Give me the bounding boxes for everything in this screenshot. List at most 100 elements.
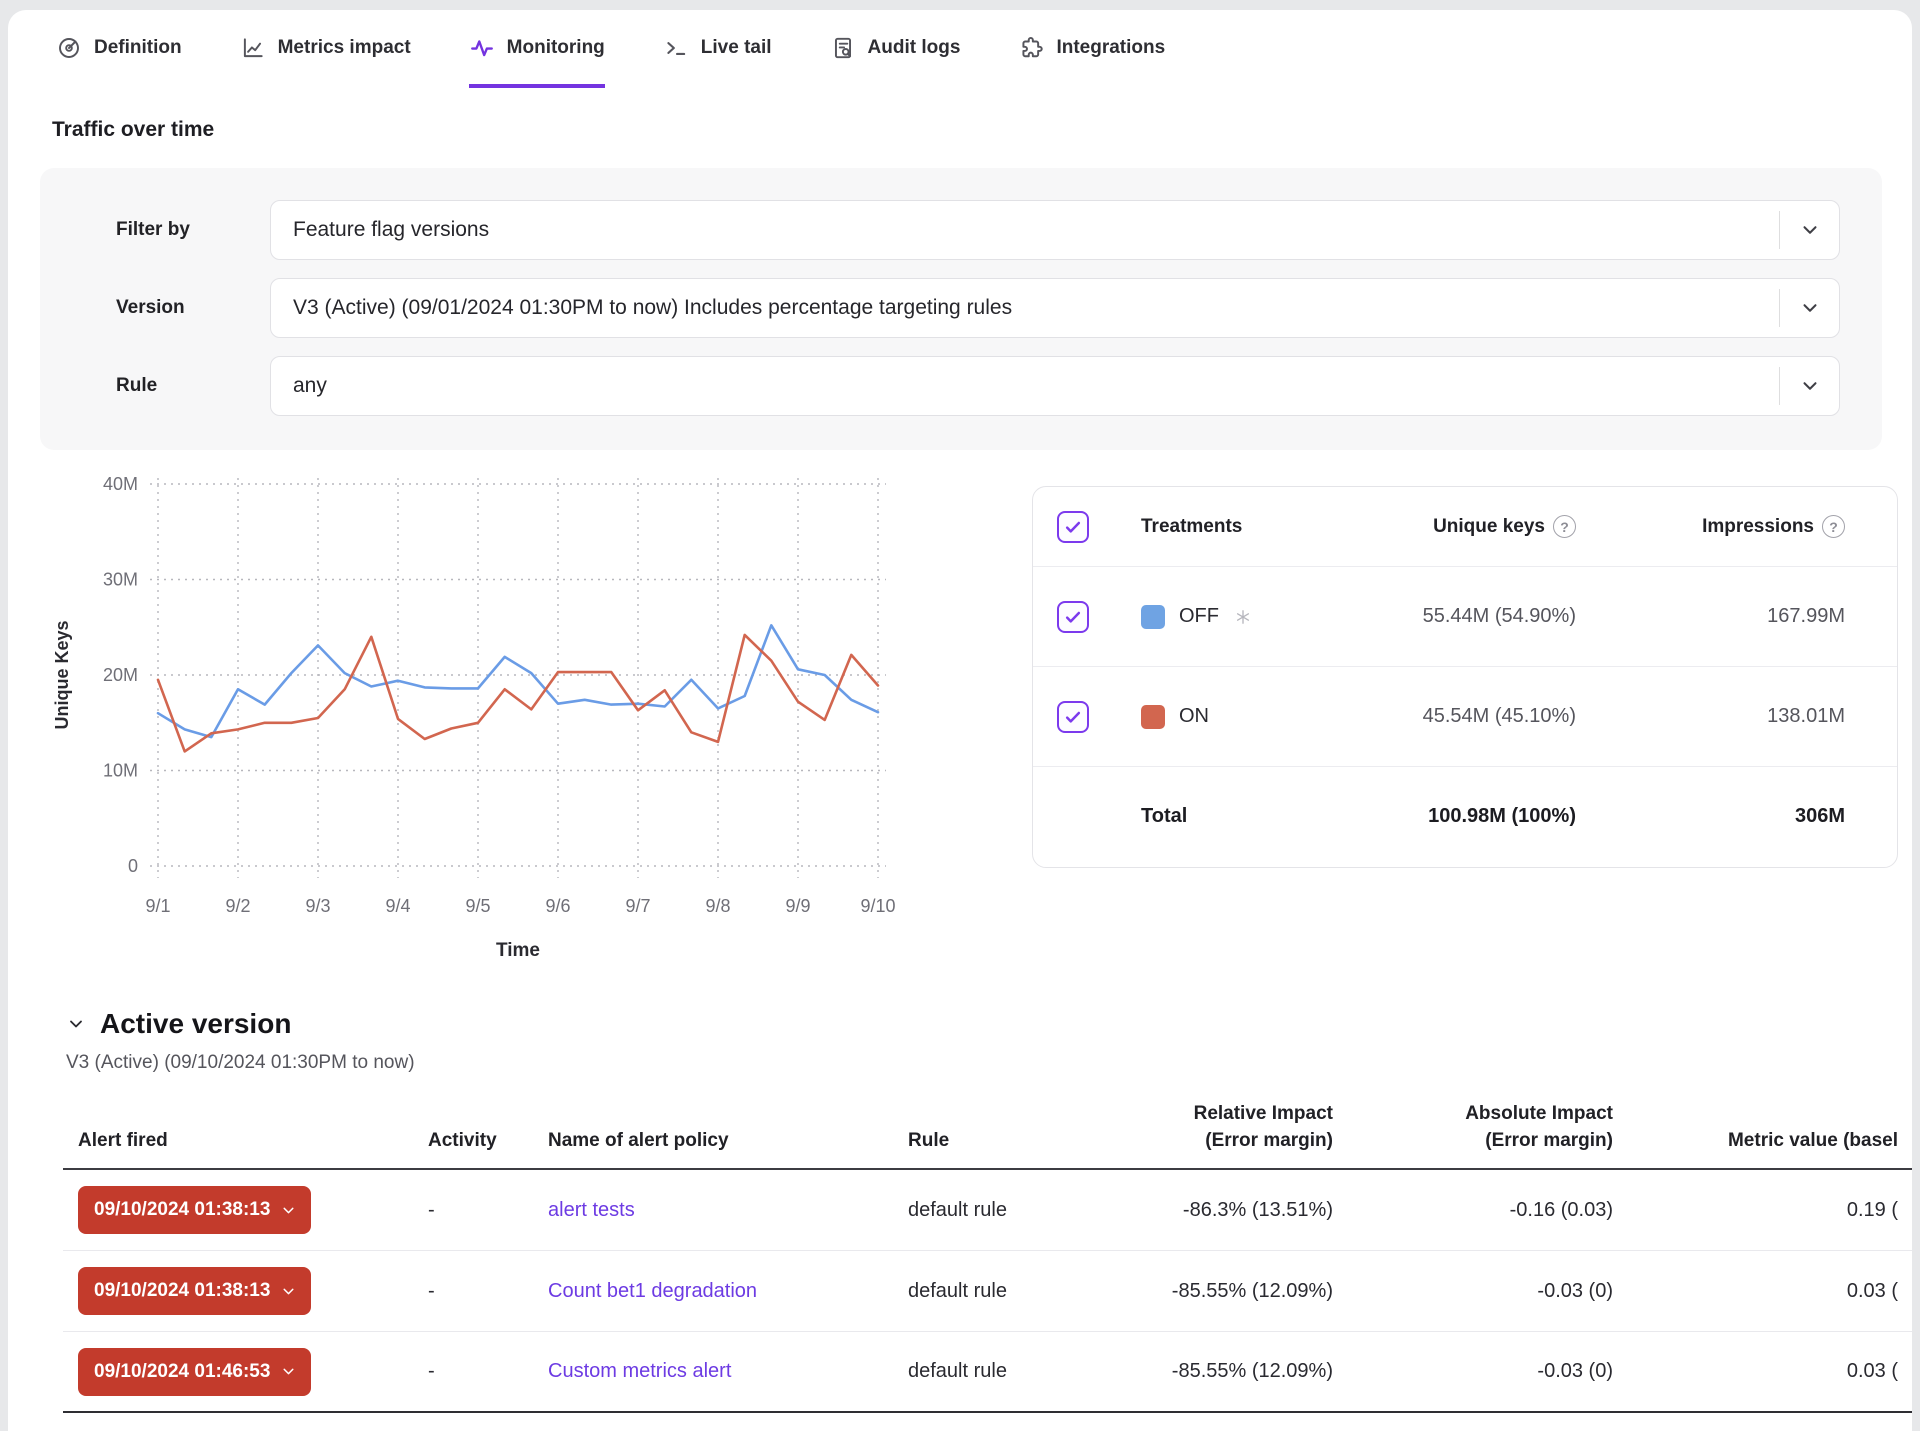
treatment-checkbox-on[interactable] [1057,700,1089,733]
treatment-row-off: OFF 55.44M (54.90%) 167.99M [1033,567,1897,667]
traffic-line-chart: 0 10M 20M 30M 40M 9/1 9/2 9/3 9/4 9/5 9/6 9/7 9/8 9/9… [52,474,896,961]
alert-row: 09/10/2024 01:38:13 - Count bet1 degradati… [63,1251,1912,1332]
alert-fired-badge[interactable]: 09/10/2024 01:38:13 [78,1267,312,1315]
alerts-table: Alert fired Activity Name of alert policy R… [63,1100,1912,1413]
main-card: Definition Metrics impact Monitoring Live t… [8,10,1912,1431]
alert-fired-badge[interactable]: 09/10/2024 01:46:53 [78,1347,312,1396]
total-unique-keys: 100.98M (100%) [1428,804,1576,827]
tab-metrics-impact[interactable]: Metrics impact [240,10,411,88]
alert-activity: - [428,1198,435,1221]
column-header-activity: Activity [428,1130,497,1151]
tab-label: Audit logs [867,37,961,58]
tab-monitoring[interactable]: Monitoring [468,10,605,88]
traffic-section: 0 10M 20M 30M 40M 9/1 9/2 9/3 9/4 9/5 9/6 9/7 9/8 9/9… [8,464,1912,974]
treatment-checkbox-off[interactable] [1057,600,1089,633]
column-header-relative: Relative Impact (Error margin) [1193,1103,1333,1151]
total-label: Total [1141,804,1188,827]
treatments-header-label: Treatments [1141,515,1243,537]
filter-by-dropdown[interactable]: Feature flag versions [270,200,1840,260]
tab-label: Integrations [1056,37,1166,58]
x-tick-label: 9/3 [305,896,330,916]
x-tick-label: 9/5 [465,896,490,916]
live-tail-icon [663,35,689,61]
dropdown-value: V3 (Active) (09/01/2024 01:30PM to now) … [293,296,1013,319]
active-version-toggle[interactable]: Active version [66,1008,1912,1040]
series-line-on [156,633,880,753]
filter-row-rule: Rule any [82,356,1840,416]
impressions-header-label: Impressions [1702,515,1814,537]
alert-policy-link[interactable]: Custom metrics alert [548,1360,732,1382]
alert-row: 09/10/2024 01:46:53 - Custom metrics alert… [63,1332,1912,1413]
tab-definition[interactable]: Definition [56,10,182,88]
definition-icon [56,35,82,61]
chevron-down-icon [280,1283,297,1300]
x-tick-label: 9/10 [860,896,895,916]
alert-policy-link[interactable]: Count bet1 degradation [548,1279,758,1302]
impressions-help-icon[interactable]: ? [1822,515,1845,538]
treatments-panel: Treatments Unique keys ? Impressions ? O… [1032,486,1898,868]
active-version-subtitle: V3 (Active) (09/10/2024 01:30PM to now) [66,1052,415,1073]
dropdown-value: Feature flag versions [293,218,490,241]
alert-absolute-impact: -0.03 (0) [1537,1360,1613,1382]
alert-rule: default rule [908,1198,1007,1221]
x-tick-label: 9/7 [625,896,650,916]
y-axis-title: Unique Keys [52,620,72,729]
alert-fired-badge[interactable]: 09/10/2024 01:38:13 [78,1186,312,1234]
chevron-down-icon[interactable] [1779,289,1839,327]
impressions-value: 138.01M [1767,705,1845,727]
traffic-chart: 0 10M 20M 30M 40M 9/1 9/2 9/3 9/4 9/5 9/6 9/7 9/8 9/9… [38,464,1028,974]
integrations-icon [1018,35,1044,61]
unique-keys-header-label: Unique keys [1433,515,1545,537]
chevron-down-icon[interactable] [1779,367,1839,405]
unique-keys-help-icon[interactable]: ? [1553,515,1576,538]
alerts-table-header: Alert fired Activity Name of alert policy R… [63,1100,1912,1170]
alert-policy-link[interactable]: alert tests [548,1198,635,1221]
treatment-name: ON [1179,705,1209,727]
tab-audit-logs[interactable]: Audit logs [830,10,961,88]
filter-label: Filter by [116,219,190,240]
tab-live-tail[interactable]: Live tail [663,10,772,88]
rule-dropdown[interactable]: any [270,356,1840,416]
treatment-name: OFF [1179,605,1219,627]
x-tick-label: 9/8 [705,896,730,916]
alert-rule: default rule [908,1360,1007,1382]
x-tick-label: 9/6 [545,896,570,916]
alerts-table-body: 09/10/2024 01:38:13 - alert tests default r… [63,1170,1912,1413]
treatments-total-row: Total 100.98M (100%) 306M [1033,767,1897,865]
alert-absolute-impact: -0.16 (0.03) [1509,1198,1613,1221]
filter-row-version: Version V3 (Active) (09/01/2024 01:30PM t… [82,278,1840,338]
x-tick-label: 9/9 [785,896,810,916]
treatments-select-all-checkbox[interactable] [1057,510,1089,543]
page-title: Traffic over time [52,118,215,141]
y-tick-label: 20M [103,665,138,685]
filter-label: Rule [116,375,158,396]
monitoring-icon [469,35,495,61]
treatment-row-on: ON 45.54M (45.10%) 138.01M [1033,667,1897,767]
audit-logs-icon [830,35,856,61]
tab-integrations[interactable]: Integrations [1018,10,1165,88]
tab-label: Monitoring [506,37,605,58]
column-header-metric: Metric value (basel [1727,1130,1898,1151]
y-tick-label: 10M [103,761,138,781]
y-tick-label: 40M [103,474,138,494]
alert-metric-value: 0.03 ( [1846,1360,1898,1382]
unique-keys-value: 45.54M (45.10%) [1422,705,1576,727]
column-header-policy: Name of alert policy [548,1130,729,1151]
column-header-absolute: Absolute Impact (Error margin) [1465,1103,1613,1151]
series-color-swatch [1141,604,1165,629]
chevron-down-icon[interactable] [1779,211,1839,249]
x-tick-label: 9/2 [225,896,250,916]
tab-label: Live tail [700,37,772,58]
treatments-header: Treatments Unique keys ? Impressions ? [1033,487,1897,567]
chevron-down-icon [280,1202,297,1219]
version-dropdown[interactable]: V3 (Active) (09/01/2024 01:30PM to now) … [270,278,1840,338]
column-header-fired: Alert fired [78,1130,168,1151]
total-impressions: 306M [1794,804,1845,827]
alert-metric-value: 0.03 ( [1846,1279,1898,1302]
treatments-rows: OFF 55.44M (54.90%) 167.99M ON 45.54M (45.10… [1033,567,1897,767]
unique-keys-value: 55.44M (54.90%) [1422,605,1576,627]
alert-rule: default rule [908,1279,1007,1302]
alert-relative-impact: -85.55% (12.09%) [1171,1279,1333,1302]
default-treatment-icon [1233,607,1253,627]
alert-row: 09/10/2024 01:38:13 - alert tests default r… [63,1170,1912,1251]
